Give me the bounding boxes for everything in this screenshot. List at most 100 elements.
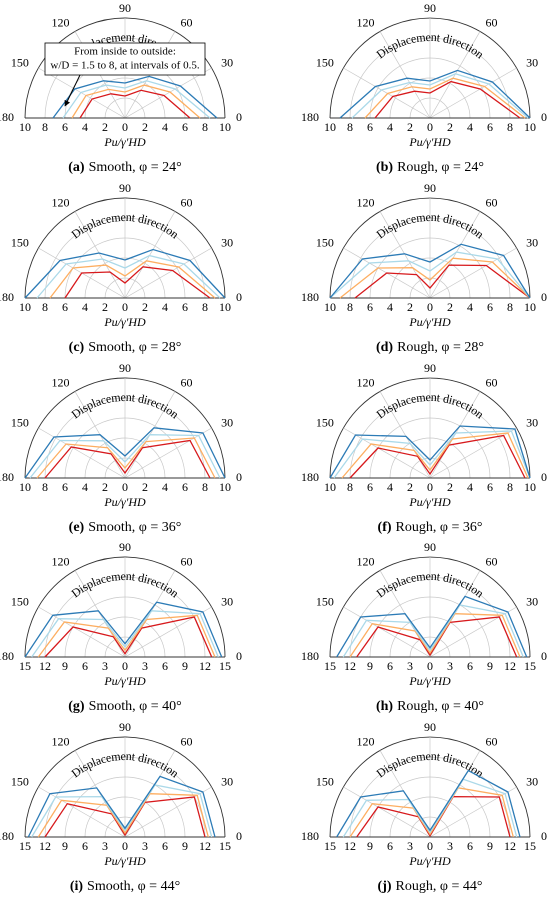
r-tick-label: 0 — [122, 120, 128, 134]
theta-tick-label: 120 — [357, 554, 375, 568]
curve — [31, 610, 219, 658]
curve — [49, 260, 216, 299]
r-tick-label: 15 — [324, 839, 336, 853]
theta-tick-label: 30 — [526, 774, 538, 788]
caption: (e) Smooth, φ = 36° — [69, 520, 182, 535]
r-tick-label: 4 — [162, 120, 168, 134]
r-tick-label: 12 — [199, 839, 211, 853]
r-tick-label: 2 — [142, 300, 148, 314]
caption: (i) Smooth, φ = 44° — [70, 879, 180, 894]
r-tick-label: 2 — [142, 120, 148, 134]
r-tick-label: 10 — [19, 480, 31, 494]
r-tick-label: 9 — [62, 839, 68, 853]
r-tick-label: 6 — [467, 839, 473, 853]
curve — [24, 248, 226, 299]
r-tick-label: 3 — [407, 659, 413, 673]
theta-tick-label: 180 — [301, 470, 319, 484]
grid-spoke — [38, 427, 126, 479]
theta-tick-label: 0 — [541, 110, 547, 124]
r-tick-label: 3 — [102, 839, 108, 853]
curve — [44, 439, 211, 479]
curve — [349, 613, 521, 658]
r-tick-label: 3 — [142, 839, 148, 853]
r-tick-label: 10 — [524, 120, 536, 134]
r-tick-label: 0 — [427, 300, 433, 314]
r-tick-label: 6 — [487, 300, 493, 314]
curve — [364, 77, 526, 119]
r-tick-label: 8 — [347, 300, 353, 314]
r-tick-label: 15 — [19, 659, 31, 673]
grid-spoke — [38, 786, 126, 838]
theta-tick-label: 0 — [541, 649, 547, 663]
caption-label: (b) — [376, 160, 393, 175]
theta-tick-label: 180 — [301, 829, 319, 843]
r-tick-label: 2 — [447, 300, 453, 314]
curve — [79, 89, 191, 119]
r-tick-label: 2 — [102, 300, 108, 314]
theta-tick-label: 60 — [181, 554, 193, 568]
r-tick-label: 2 — [447, 480, 453, 494]
r-tick-label: 15 — [219, 839, 231, 853]
x-axis-label: Pu/γ′HD — [103, 854, 146, 868]
caption-label: (a) — [68, 160, 85, 175]
r-tick-label: 3 — [447, 839, 453, 853]
theta-tick-label: 30 — [221, 594, 233, 608]
r-tick-label: 15 — [19, 839, 31, 853]
curve — [36, 254, 221, 299]
grid-spoke — [124, 247, 212, 299]
theta-tick-label: 60 — [486, 734, 498, 748]
r-tick-label: 4 — [82, 120, 88, 134]
r-tick-label: 10 — [219, 300, 231, 314]
r-tick-label: 8 — [507, 300, 513, 314]
caption: (j) Rough, φ = 44° — [378, 879, 483, 894]
theta-tick-label: 150 — [316, 774, 334, 788]
curve — [36, 437, 216, 479]
caption-text: Rough, φ = 36° — [396, 520, 483, 535]
theta-tick-label: 150 — [11, 235, 29, 249]
r-tick-label: 0 — [427, 120, 433, 134]
theta-tick-label: 90 — [119, 1, 131, 15]
curve — [336, 769, 521, 838]
curve — [356, 795, 511, 838]
theta-tick-label: 120 — [357, 734, 375, 748]
theta-tick-label: 180 — [301, 290, 319, 304]
r-tick-label: 12 — [344, 839, 356, 853]
r-tick-label: 15 — [524, 659, 536, 673]
r-tick-label: 8 — [202, 300, 208, 314]
theta-tick-label: 120 — [52, 15, 70, 29]
caption: (g) Smooth, φ = 40° — [68, 699, 181, 714]
caption-text: Smooth, φ = 36° — [88, 520, 181, 535]
r-tick-label: 6 — [487, 120, 493, 134]
annotation: w/D = 1.5 to 8, at intervals of 0.5. — [50, 60, 199, 72]
theta-tick-label: 0 — [236, 110, 242, 124]
theta-tick-label: 90 — [424, 181, 436, 195]
annotation-box — [44, 42, 206, 76]
r-tick-label: 3 — [102, 659, 108, 673]
theta-tick-label: 60 — [181, 375, 193, 389]
curve — [374, 80, 521, 119]
curve — [336, 595, 528, 658]
theta-tick-label: 150 — [11, 415, 29, 429]
r-tick-label: 0 — [122, 839, 128, 853]
r-tick-label: 8 — [202, 120, 208, 134]
r-tick-label: 8 — [42, 480, 48, 494]
r-tick-label: 4 — [467, 480, 473, 494]
r-tick-label: 4 — [162, 300, 168, 314]
r-tick-label: 2 — [407, 480, 413, 494]
r-tick-label: 9 — [182, 659, 188, 673]
r-tick-label: 2 — [102, 120, 108, 134]
r-tick-label: 10 — [324, 480, 336, 494]
curve — [341, 432, 529, 479]
theta-tick-label: 90 — [424, 540, 436, 554]
theta-tick-label: 150 — [11, 55, 29, 69]
caption-label: (f) — [378, 520, 392, 535]
curve — [37, 793, 209, 838]
curve — [37, 614, 216, 658]
curve — [52, 75, 218, 119]
r-tick-label: 6 — [162, 659, 168, 673]
grid-spoke — [429, 67, 517, 119]
r-tick-label: 10 — [219, 120, 231, 134]
curve — [354, 264, 531, 299]
caption-text: Smooth, φ = 24° — [89, 160, 182, 175]
x-axis-label: Pu/γ′HD — [408, 135, 451, 149]
